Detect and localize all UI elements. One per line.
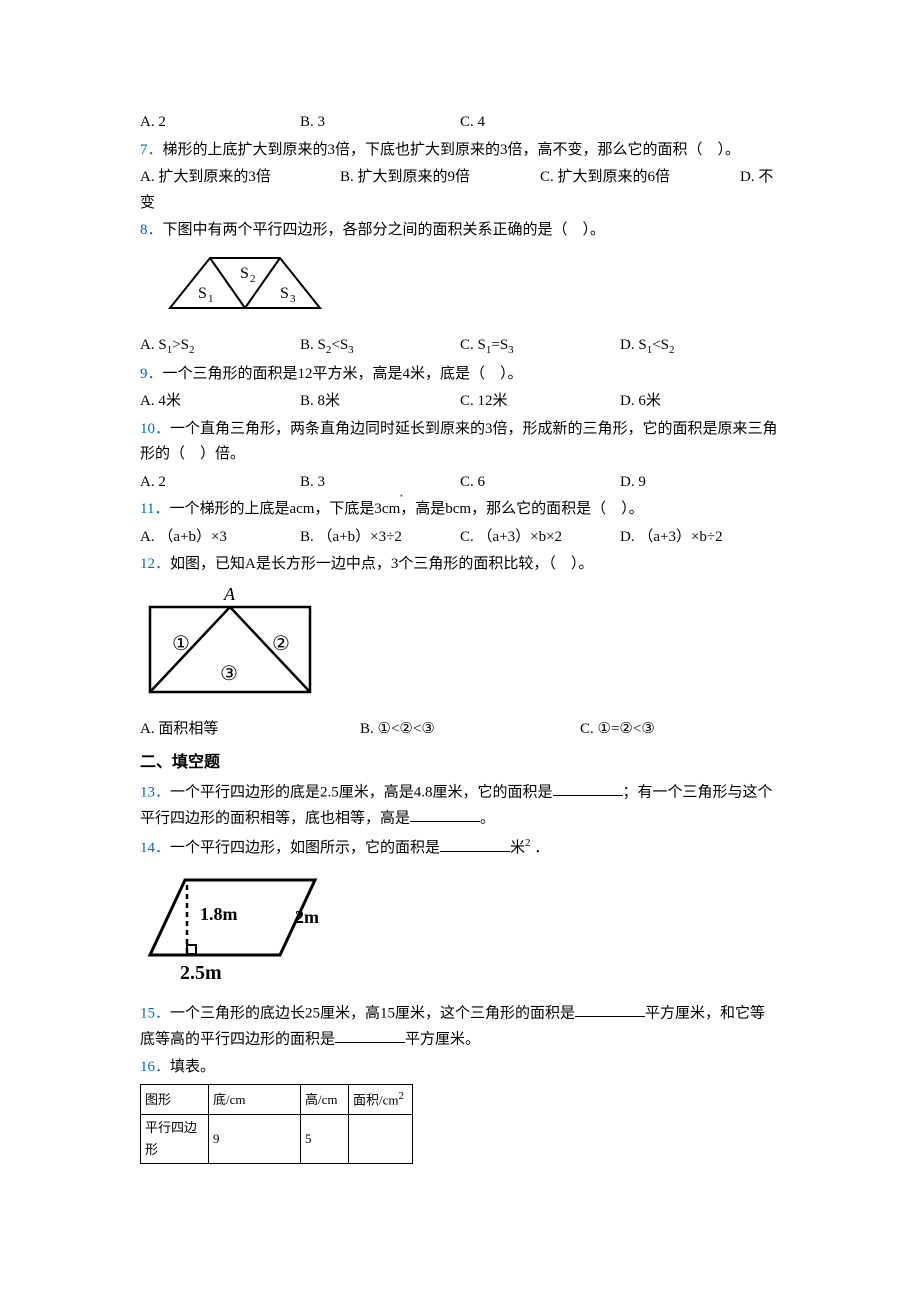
q15-blank-2[interactable] xyxy=(335,1027,405,1044)
q11-stem: 11．一个梯形的上底是acm，下底是3cm，高是bcm，那么它的面积是（ ）。 xyxy=(140,497,780,523)
q6-opt-a: A. 2 xyxy=(140,110,300,136)
q14-text-a: 一个平行四边形，如图所示，它的面积是 xyxy=(170,840,440,856)
q8-opt-d: D. S1<S2 xyxy=(620,333,780,360)
q16-h3: 高/cm xyxy=(301,1085,349,1114)
q8-opt-b: B. S2<S3 xyxy=(300,333,460,360)
q11-opt-a: A. （a+b）×3 xyxy=(140,525,300,551)
q10-text: 一个直角三角形，两条直角边同时延长到原来的3倍，形成新的三角形，它的面积是原来三… xyxy=(140,421,778,463)
q15-blank-1[interactable] xyxy=(575,1001,645,1018)
svg-text:1: 1 xyxy=(208,293,214,305)
q13-number: 13． xyxy=(140,784,170,800)
q6-options: A. 2 B. 3 C. 4 xyxy=(140,110,780,136)
q12-label-3: ③ xyxy=(220,663,238,685)
q9-opt-d: D. 6米 xyxy=(620,389,780,415)
q9-opt-c: C. 12米 xyxy=(460,389,620,415)
q12-opt-a: A. 面积相等 xyxy=(140,717,360,743)
q16-h1: 图形 xyxy=(141,1085,209,1114)
q10-opt-d: D. 9 xyxy=(620,470,780,496)
q12-opt-c: C. ①=②<③ xyxy=(580,717,780,743)
svg-text:3: 3 xyxy=(290,293,296,305)
q12-stem: 12．如图，已知A是长方形一边中点，3个三角形的面积比较，（ ）。 xyxy=(140,552,780,578)
q14-label-side: 2m xyxy=(295,907,319,927)
q15-text-a: 一个三角形的底边长25厘米，高15厘米，这个三角形的面积是 xyxy=(170,1005,575,1021)
q11-options: A. （a+b）×3 B. （a+b）×3÷2 C. （a+3）×b×2 D. … xyxy=(140,525,780,551)
q8-text: 下图中有两个平行四边形，各部分之间的面积关系正确的是（ ）。 xyxy=(163,222,606,238)
q12-figure: A ① ② ③ xyxy=(140,582,780,712)
q9-options: A. 4米 B. 8米 C. 12米 D. 6米 xyxy=(140,389,780,415)
q6-opt-b: B. 3 xyxy=(300,110,460,136)
q8-number: 8． xyxy=(140,222,163,238)
center-marker: ▪ xyxy=(400,489,403,503)
q7-number: 7． xyxy=(140,142,163,158)
q12-options: A. 面积相等 B. ①<②<③ C. ①=②<③ xyxy=(140,717,780,743)
q7-opt-c: C. 扩大到原来的6倍 xyxy=(540,165,740,191)
q12-label-2: ② xyxy=(272,633,290,655)
q15-stem: 15．一个三角形的底边长25厘米，高15厘米，这个三角形的面积是平方厘米，和它等… xyxy=(140,1001,780,1053)
q16-table: 图形 底/cm 高/cm 面积/cm2 平行四边形 9 5 xyxy=(140,1084,413,1164)
q8-opt-a: A. S1>S2 xyxy=(140,333,300,360)
q10-number: 10． xyxy=(140,421,170,437)
q9-number: 9． xyxy=(140,366,163,382)
q11-text: 一个梯形的上底是acm，下底是3cm，高是bcm，那么它的面积是（ ）。 xyxy=(169,501,643,517)
q14-number: 14． xyxy=(140,840,170,856)
q14-label-base: 2.5m xyxy=(180,962,222,984)
q13-stem: 13．一个平行四边形的底是2.5厘米，高是4.8厘米，它的面积是；有一个三角形与… xyxy=(140,780,780,832)
q16-r1c3: 5 xyxy=(301,1114,349,1163)
svg-text:S: S xyxy=(280,285,289,302)
q10-stem: 10．一个直角三角形，两条直角边同时延长到原来的3倍，形成新的三角形，它的面积是… xyxy=(140,417,780,468)
q16-h2: 底/cm xyxy=(209,1085,301,1114)
q14-blank-1[interactable] xyxy=(440,835,510,852)
q10-opt-c: C. 6 xyxy=(460,470,620,496)
q11-opt-d: D. （a+3）×b÷2 xyxy=(620,525,780,551)
svg-text:S: S xyxy=(240,265,249,282)
q12-opt-b: B. ①<②<③ xyxy=(360,717,580,743)
q16-h4: 面积/cm2 xyxy=(349,1085,413,1114)
q16-number: 16． xyxy=(140,1059,170,1075)
q13-blank-2[interactable] xyxy=(410,806,480,823)
q11-opt-c: C. （a+3）×b×2 xyxy=(460,525,620,551)
q8-options: A. S1>S2 B. S2<S3 C. S1=S3 D. S1<S2 xyxy=(140,333,780,360)
q8-opt-c: C. S1=S3 xyxy=(460,333,620,360)
q12-label-a: A xyxy=(223,584,236,604)
q7-opt-b: B. 扩大到原来的9倍 xyxy=(340,165,540,191)
q10-opt-b: B. 3 xyxy=(300,470,460,496)
q10-options: A. 2 B. 3 C. 6 D. 9 xyxy=(140,470,780,496)
q13-blank-1[interactable] xyxy=(553,780,623,797)
q9-stem: 9．一个三角形的面积是12平方米，高是4米，底是（ ）。 xyxy=(140,362,780,388)
q12-label-1: ① xyxy=(172,633,190,655)
q7-options: A. 扩大到原来的3倍B. 扩大到原来的9倍C. 扩大到原来的6倍D. 不变 xyxy=(140,165,780,216)
q11-number: 11． xyxy=(140,501,169,517)
q16-r1c4[interactable] xyxy=(349,1114,413,1163)
q9-opt-b: B. 8米 xyxy=(300,389,460,415)
q14-text-c: ． xyxy=(534,840,549,856)
q14-text-b: 米 xyxy=(510,840,525,856)
q14-figure: 1.8m 2m 2.5m xyxy=(140,865,780,995)
q9-opt-a: A. 4米 xyxy=(140,389,300,415)
svg-text:S: S xyxy=(198,285,207,302)
q16-r1c1: 平行四边形 xyxy=(141,1114,209,1163)
q7-opt-a: A. 扩大到原来的3倍 xyxy=(140,165,340,191)
section-2-heading: 二、填空题 xyxy=(140,749,780,776)
q15-text-c: 平方厘米。 xyxy=(405,1031,480,1047)
q8-figure: S1 S2 S3 xyxy=(140,248,780,328)
q7-stem: 7．梯形的上底扩大到原来的3倍，下底也扩大到原来的3倍，高不变，那么它的面积（ … xyxy=(140,138,780,164)
q13-text-a: 一个平行四边形的底是2.5厘米，高是4.8厘米，它的面积是 xyxy=(170,784,553,800)
q6-opt-c: C. 4 xyxy=(460,110,620,136)
q9-text: 一个三角形的面积是12平方米，高是4米，底是（ ）。 xyxy=(163,366,523,382)
q11-opt-b: B. （a+b）×3÷2 xyxy=(300,525,460,551)
q16-text: 填表。 xyxy=(170,1059,215,1075)
q10-opt-a: A. 2 xyxy=(140,470,300,496)
q8-stem: 8．下图中有两个平行四边形，各部分之间的面积关系正确的是（ ）。 xyxy=(140,218,780,244)
q7-text: 梯形的上底扩大到原来的3倍，下底也扩大到原来的3倍，高不变，那么它的面积（ ）。 xyxy=(163,142,741,158)
q16-stem: 16．填表。 xyxy=(140,1055,780,1081)
svg-text:2: 2 xyxy=(250,273,256,285)
q12-number: 12． xyxy=(140,556,170,572)
q16-r1c2: 9 xyxy=(209,1114,301,1163)
q14-stem: 14．一个平行四边形，如图所示，它的面积是米2 ． xyxy=(140,834,780,862)
q13-text-c: 。 xyxy=(480,810,495,826)
q14-label-h: 1.8m xyxy=(200,904,238,924)
q15-number: 15． xyxy=(140,1005,170,1021)
q12-text: 如图，已知A是长方形一边中点，3个三角形的面积比较，（ ）。 xyxy=(170,556,593,572)
